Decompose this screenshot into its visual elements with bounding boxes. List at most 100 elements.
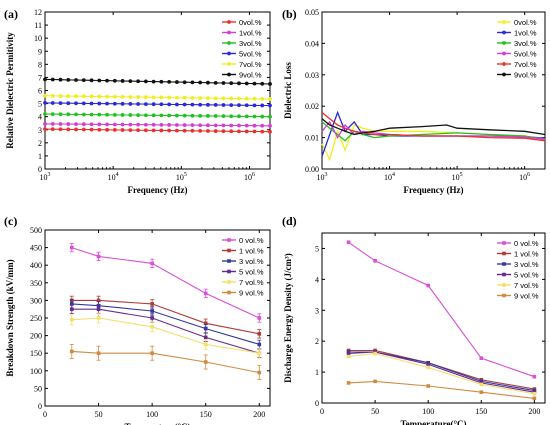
data-point bbox=[252, 123, 257, 128]
data-point bbox=[159, 113, 164, 118]
legend-entry: 5vol.% bbox=[239, 49, 262, 58]
data-point bbox=[252, 114, 257, 119]
legend-entry: 0 vol.% bbox=[514, 239, 539, 248]
data-point bbox=[66, 101, 71, 106]
data-point bbox=[43, 77, 47, 82]
data-point bbox=[120, 122, 125, 127]
y-tick-label: 50 bbox=[34, 384, 42, 393]
x-axis-label: Frequency (Hz) bbox=[127, 185, 187, 195]
legend-entry: 1vol.% bbox=[514, 28, 537, 37]
data-point bbox=[182, 128, 187, 133]
data-point bbox=[112, 94, 117, 99]
series-3 bbox=[321, 120, 546, 140]
data-point bbox=[190, 95, 195, 100]
series-2 bbox=[321, 121, 546, 142]
plot-frame bbox=[321, 11, 546, 170]
data-point bbox=[69, 245, 74, 250]
x-tick-base: 10 bbox=[244, 173, 252, 182]
data-point bbox=[159, 79, 164, 84]
data-point bbox=[136, 79, 141, 84]
data-point bbox=[260, 129, 265, 134]
plot-frame bbox=[44, 229, 271, 407]
data-point bbox=[203, 335, 208, 340]
data-point bbox=[426, 384, 430, 388]
data-point bbox=[167, 128, 172, 133]
data-point bbox=[150, 325, 154, 329]
x-tick-base: 10 bbox=[317, 173, 325, 182]
y-tick-label: 1 bbox=[38, 152, 42, 161]
data-point bbox=[105, 94, 109, 99]
data-point bbox=[252, 96, 257, 101]
data-point bbox=[190, 80, 195, 85]
x-tick-label: 103 bbox=[40, 172, 51, 182]
data-point bbox=[128, 113, 133, 117]
legend-marker bbox=[502, 62, 506, 66]
legend-marker bbox=[502, 272, 506, 277]
data-point bbox=[143, 122, 148, 127]
x-tick-base: 10 bbox=[519, 173, 527, 182]
data-point bbox=[159, 102, 164, 107]
data-point bbox=[58, 101, 63, 106]
legend-entry: 9vol.% bbox=[514, 70, 537, 79]
data-point bbox=[112, 101, 117, 106]
data-point bbox=[268, 114, 272, 119]
y-tick-label: 200 bbox=[30, 332, 42, 341]
y-axis-label: Dielectric Loss bbox=[283, 62, 293, 119]
data-point bbox=[268, 82, 272, 86]
legend-marker bbox=[502, 72, 506, 77]
legend-marker bbox=[227, 72, 231, 77]
series-5 bbox=[69, 343, 262, 381]
data-point bbox=[174, 113, 179, 118]
y-tick-label: 250 bbox=[30, 314, 42, 323]
y-tick-label: 0.01 bbox=[305, 134, 319, 143]
legend-entry: 3vol.% bbox=[239, 39, 262, 48]
data-point bbox=[532, 374, 537, 379]
data-point bbox=[74, 127, 78, 132]
legend-marker bbox=[227, 259, 231, 263]
data-point bbox=[206, 80, 210, 85]
y-tick-label: 400 bbox=[30, 261, 42, 270]
data-point bbox=[229, 96, 234, 101]
data-point bbox=[346, 381, 351, 385]
data-point bbox=[151, 102, 156, 107]
y-tick-label: 10 bbox=[34, 34, 42, 43]
data-point bbox=[136, 122, 141, 127]
data-point bbox=[198, 113, 203, 118]
data-point bbox=[229, 114, 234, 119]
y-tick-label: 3 bbox=[315, 306, 319, 315]
x-tick-base: 10 bbox=[40, 173, 48, 182]
data-point bbox=[182, 102, 187, 107]
y-tick-label: 0 bbox=[315, 399, 319, 408]
data-point bbox=[229, 123, 234, 128]
data-point bbox=[136, 95, 141, 99]
y-axis-label: Relative Dielectric Permitivity bbox=[5, 32, 15, 149]
y-tick-label: 500 bbox=[30, 226, 42, 235]
legend-marker bbox=[502, 241, 506, 245]
data-point bbox=[159, 128, 164, 133]
data-point bbox=[373, 379, 377, 384]
x-tick-label: 150 bbox=[200, 410, 212, 419]
y-tick-label: 150 bbox=[30, 349, 42, 358]
data-point bbox=[213, 123, 218, 128]
data-point bbox=[96, 316, 101, 320]
x-tick-label: 150 bbox=[475, 407, 487, 416]
series-line bbox=[45, 123, 270, 127]
data-point bbox=[66, 112, 71, 117]
data-point bbox=[237, 81, 241, 86]
data-point bbox=[213, 103, 218, 107]
y-tick-label: 12 bbox=[34, 8, 42, 17]
x-tick-base: 10 bbox=[108, 173, 116, 182]
data-point bbox=[229, 103, 234, 107]
data-point bbox=[81, 112, 86, 117]
data-point bbox=[244, 123, 249, 128]
data-point bbox=[260, 96, 265, 101]
data-point bbox=[479, 356, 484, 360]
legend-entry: 7 vol.% bbox=[514, 281, 539, 290]
data-point bbox=[81, 78, 86, 83]
data-point bbox=[136, 128, 141, 133]
y-tick-label: 0.04 bbox=[305, 39, 319, 48]
data-point bbox=[532, 391, 537, 396]
data-point bbox=[167, 113, 172, 118]
data-point bbox=[150, 316, 154, 320]
